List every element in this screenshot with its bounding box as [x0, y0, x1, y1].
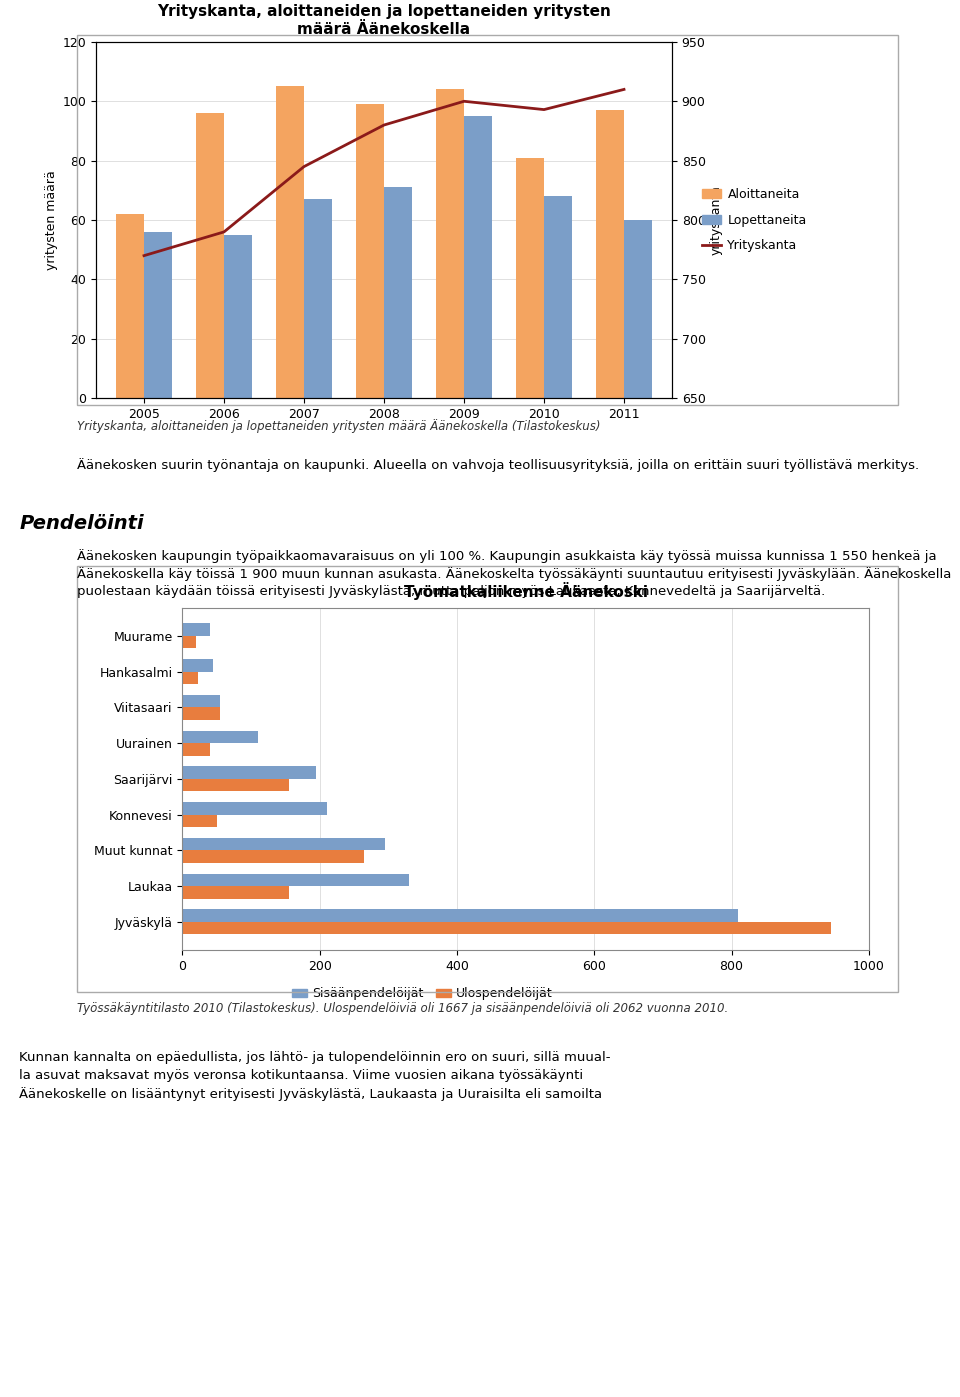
Title: Yrityskanta, aloittaneiden ja lopettaneiden yritysten
määrä Äänekoskella: Yrityskanta, aloittaneiden ja lopettanei…: [157, 4, 611, 36]
Text: Äänekosken kaupungin työpaikkaomavaraisuus on yli 100 %. Kaupungin asukkaista kä: Äänekosken kaupungin työpaikkaomavaraisu…: [77, 549, 951, 598]
Bar: [182, 731, 258, 743]
Text: Työssäkäyntitilasto 2010 (Tilastokeskus). Ulospendelöiviä oli 1667 ja sisäänpend: Työssäkäyntitilasto 2010 (Tilastokeskus)…: [77, 1002, 728, 1014]
Bar: [182, 886, 289, 898]
Title: Työmatkaliikenne Äänekoski: Työmatkaliikenne Äänekoski: [403, 581, 648, 599]
Text: Yrityskanta, aloittaneiden ja lopettaneiden yritysten määrä Äänekoskella (Tilast: Yrityskanta, aloittaneiden ja lopettanei…: [77, 419, 600, 433]
Bar: [182, 851, 364, 863]
Bar: [182, 909, 738, 922]
Bar: [224, 235, 252, 398]
Bar: [182, 838, 385, 851]
Bar: [596, 110, 624, 398]
Bar: [516, 158, 544, 398]
Bar: [356, 105, 384, 398]
Bar: [624, 221, 652, 398]
Bar: [182, 814, 217, 827]
Bar: [304, 200, 332, 398]
Bar: [182, 922, 831, 935]
Legend: Aloittaneita, Lopettaneita, Yrityskanta: Aloittaneita, Lopettaneita, Yrityskanta: [698, 183, 812, 257]
Bar: [182, 659, 213, 672]
Bar: [116, 214, 144, 398]
Bar: [144, 232, 172, 398]
Bar: [182, 873, 409, 886]
Bar: [436, 89, 464, 398]
Bar: [182, 623, 210, 636]
Text: Kunnan kannalta on epäedullista, jos lähtö- ja tulopendelöinnin ero on suuri, si: Kunnan kannalta on epäedullista, jos läh…: [19, 1051, 611, 1101]
Bar: [182, 743, 210, 756]
Bar: [544, 197, 572, 398]
Bar: [182, 694, 220, 707]
Bar: [196, 113, 224, 398]
Y-axis label: yrityskanta: yrityskanta: [709, 184, 723, 256]
Bar: [182, 636, 196, 648]
Legend: Sisäänpendelöijät, Ulospendelöijät: Sisäänpendelöijät, Ulospendelöijät: [287, 982, 558, 1006]
Bar: [182, 802, 326, 814]
Bar: [276, 87, 304, 398]
Bar: [384, 187, 412, 398]
Bar: [182, 767, 316, 780]
Text: Äänekosken suurin työnantaja on kaupunki. Alueella on vahvoja teollisuusyrityksi: Äänekosken suurin työnantaja on kaupunki…: [77, 458, 919, 472]
Bar: [182, 780, 289, 791]
Bar: [464, 116, 492, 398]
Y-axis label: yritysten määrä: yritysten määrä: [45, 170, 59, 270]
Bar: [182, 672, 198, 685]
Bar: [182, 707, 220, 719]
Text: Pendelöinti: Pendelöinti: [19, 514, 144, 534]
